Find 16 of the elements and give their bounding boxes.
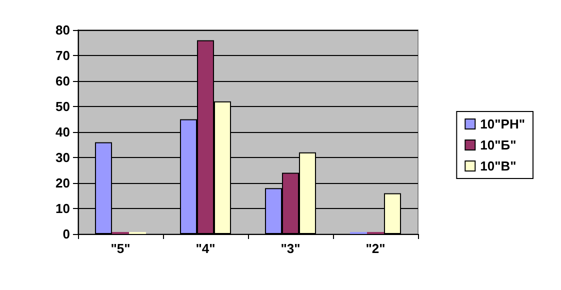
legend-label: 10"Б" (480, 138, 516, 152)
y-tick-label: 60 (56, 74, 70, 88)
legend-label: 10"РН" (480, 116, 526, 132)
y-tick-label: 40 (56, 124, 70, 140)
x-tick-label: "2" (366, 241, 386, 256)
y-tick-label: 10 (56, 201, 70, 216)
y-tick-label: 30 (56, 150, 70, 165)
y-tick-label: 70 (56, 48, 70, 63)
y-tick-label: 50 (56, 99, 70, 114)
x-tick-label: "4" (196, 241, 216, 256)
y-tick-label: 0 (62, 226, 70, 242)
x-tick-label: "3" (280, 241, 300, 256)
legend-label: 10"В" (480, 158, 516, 174)
x-tick-label: "5" (110, 241, 130, 256)
y-tick-label: 80 (56, 22, 70, 38)
y-tick-label: 20 (56, 176, 70, 190)
